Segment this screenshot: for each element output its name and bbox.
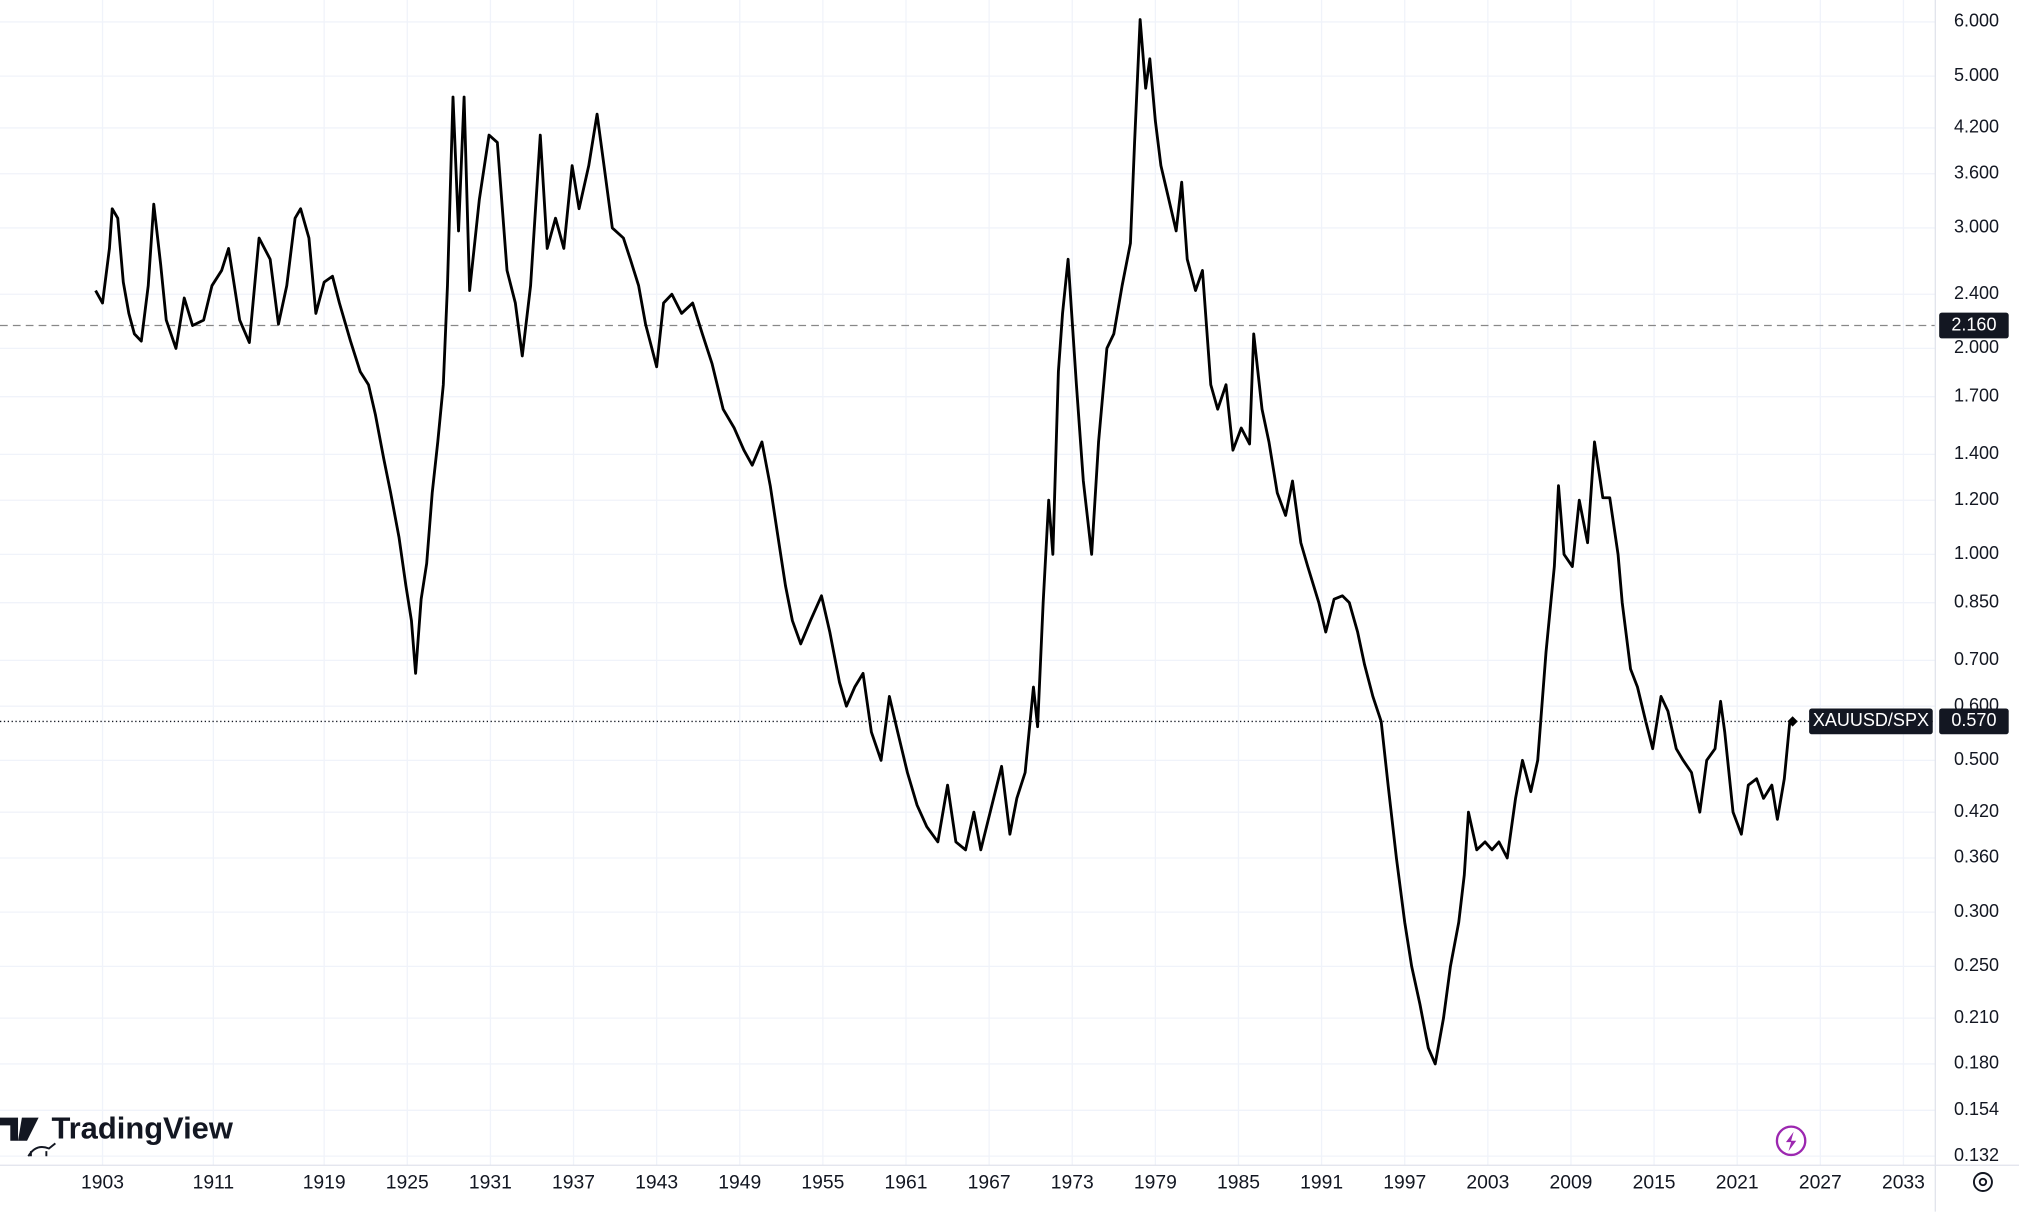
- lightning-icon[interactable]: [1785, 1131, 1797, 1152]
- axes: 6.000 5.000 4.200 3.600 3.000 2.400 2.000 1.700…: [81, 11, 2009, 1193]
- x-tick-label: 1949: [718, 1172, 761, 1193]
- price-line: [94, 18, 1793, 1066]
- plot: [0, 18, 1936, 1066]
- x-tick-label: 2033: [1882, 1172, 1925, 1193]
- y-tick-label: 5.000: [1954, 65, 1999, 85]
- y-tick-label: 1.700: [1954, 385, 1999, 405]
- logo-text: TradingView: [52, 1111, 234, 1146]
- x-tick-label: 1991: [1300, 1172, 1343, 1193]
- crosshair-label: 2.160: [1951, 314, 1996, 334]
- x-tick-label: 1997: [1383, 1172, 1426, 1193]
- y-tick-label: 1.200: [1954, 489, 1999, 509]
- x-tick-label: 1919: [303, 1172, 346, 1193]
- series-name-box: [1809, 708, 1933, 735]
- x-tick-label: 1911: [193, 1172, 235, 1193]
- grid: [0, 0, 1936, 1166]
- y-tick-label: 0.420: [1954, 801, 1999, 821]
- x-tick-label: 1979: [1134, 1172, 1177, 1193]
- y-tick-label: 0.700: [1954, 649, 1999, 669]
- x-tick-label: 2003: [1466, 1172, 1509, 1193]
- x-tick-label: 1903: [81, 1172, 124, 1193]
- x-tick-label: 1937: [552, 1172, 595, 1193]
- y-tick-label: 0.300: [1954, 901, 1999, 921]
- settings-gear[interactable]: [1972, 1172, 1993, 1192]
- x-tick-label: 1943: [635, 1172, 678, 1193]
- y-tick-label: 0.360: [1954, 847, 1999, 867]
- x-tick-label: 1985: [1217, 1172, 1260, 1193]
- y-tick-label: 4.200: [1954, 117, 1999, 137]
- x-tick-label: 1931: [469, 1172, 512, 1193]
- last-point: [1787, 716, 1798, 727]
- y-tick-label: 0.250: [1954, 955, 1999, 975]
- settings-hub[interactable]: [1978, 1177, 1988, 1187]
- x-tick-label: 1961: [885, 1172, 928, 1193]
- x-tick-label: 1973: [1051, 1172, 1094, 1193]
- lightning-circle[interactable]: [1775, 1125, 1807, 1157]
- y-tick-label: 0.850: [1954, 591, 1999, 611]
- x-tick-label: 1955: [801, 1172, 844, 1193]
- y-tick-label: 3.000: [1954, 217, 1999, 237]
- y-tick-label: 1.000: [1954, 543, 1999, 563]
- settings-button[interactable]: [1972, 1172, 1993, 1192]
- crosshair-label-box: [1939, 312, 2009, 339]
- x-tick-label: 2009: [1549, 1172, 1592, 1193]
- y-tick-label: 0.132: [1954, 1145, 1999, 1165]
- last-value-box: [1939, 708, 2009, 735]
- logo-turtle: [27, 1142, 56, 1157]
- y-tick-label: 0.210: [1954, 1007, 1999, 1027]
- logo: TradingView: [0, 1111, 234, 1157]
- y-tick-label: 1.400: [1954, 443, 1999, 463]
- y-tick-label: 0.500: [1954, 749, 1999, 769]
- y-tick-label: 6.000: [1954, 11, 1999, 31]
- x-tick-label: 2015: [1633, 1172, 1676, 1193]
- y-tick-label: 2.400: [1954, 283, 1999, 303]
- x-tick-label: 1967: [968, 1172, 1011, 1193]
- series-name: XAUUSD/SPX: [1813, 710, 1929, 730]
- x-tick-label: 1925: [386, 1172, 429, 1193]
- y-tick-label: 2.000: [1954, 337, 1999, 357]
- y-tick-label: 0.180: [1954, 1053, 1999, 1073]
- x-tick-label: 2027: [1799, 1172, 1842, 1193]
- lightning-button[interactable]: [1775, 1125, 1807, 1157]
- y-tick-label: 3.600: [1954, 163, 1999, 183]
- last-value-label: 0.570: [1951, 710, 1996, 730]
- x-tick-label: 2021: [1716, 1172, 1759, 1193]
- y-tick-label: 0.154: [1954, 1099, 1999, 1119]
- logo-mark: [0, 1117, 39, 1141]
